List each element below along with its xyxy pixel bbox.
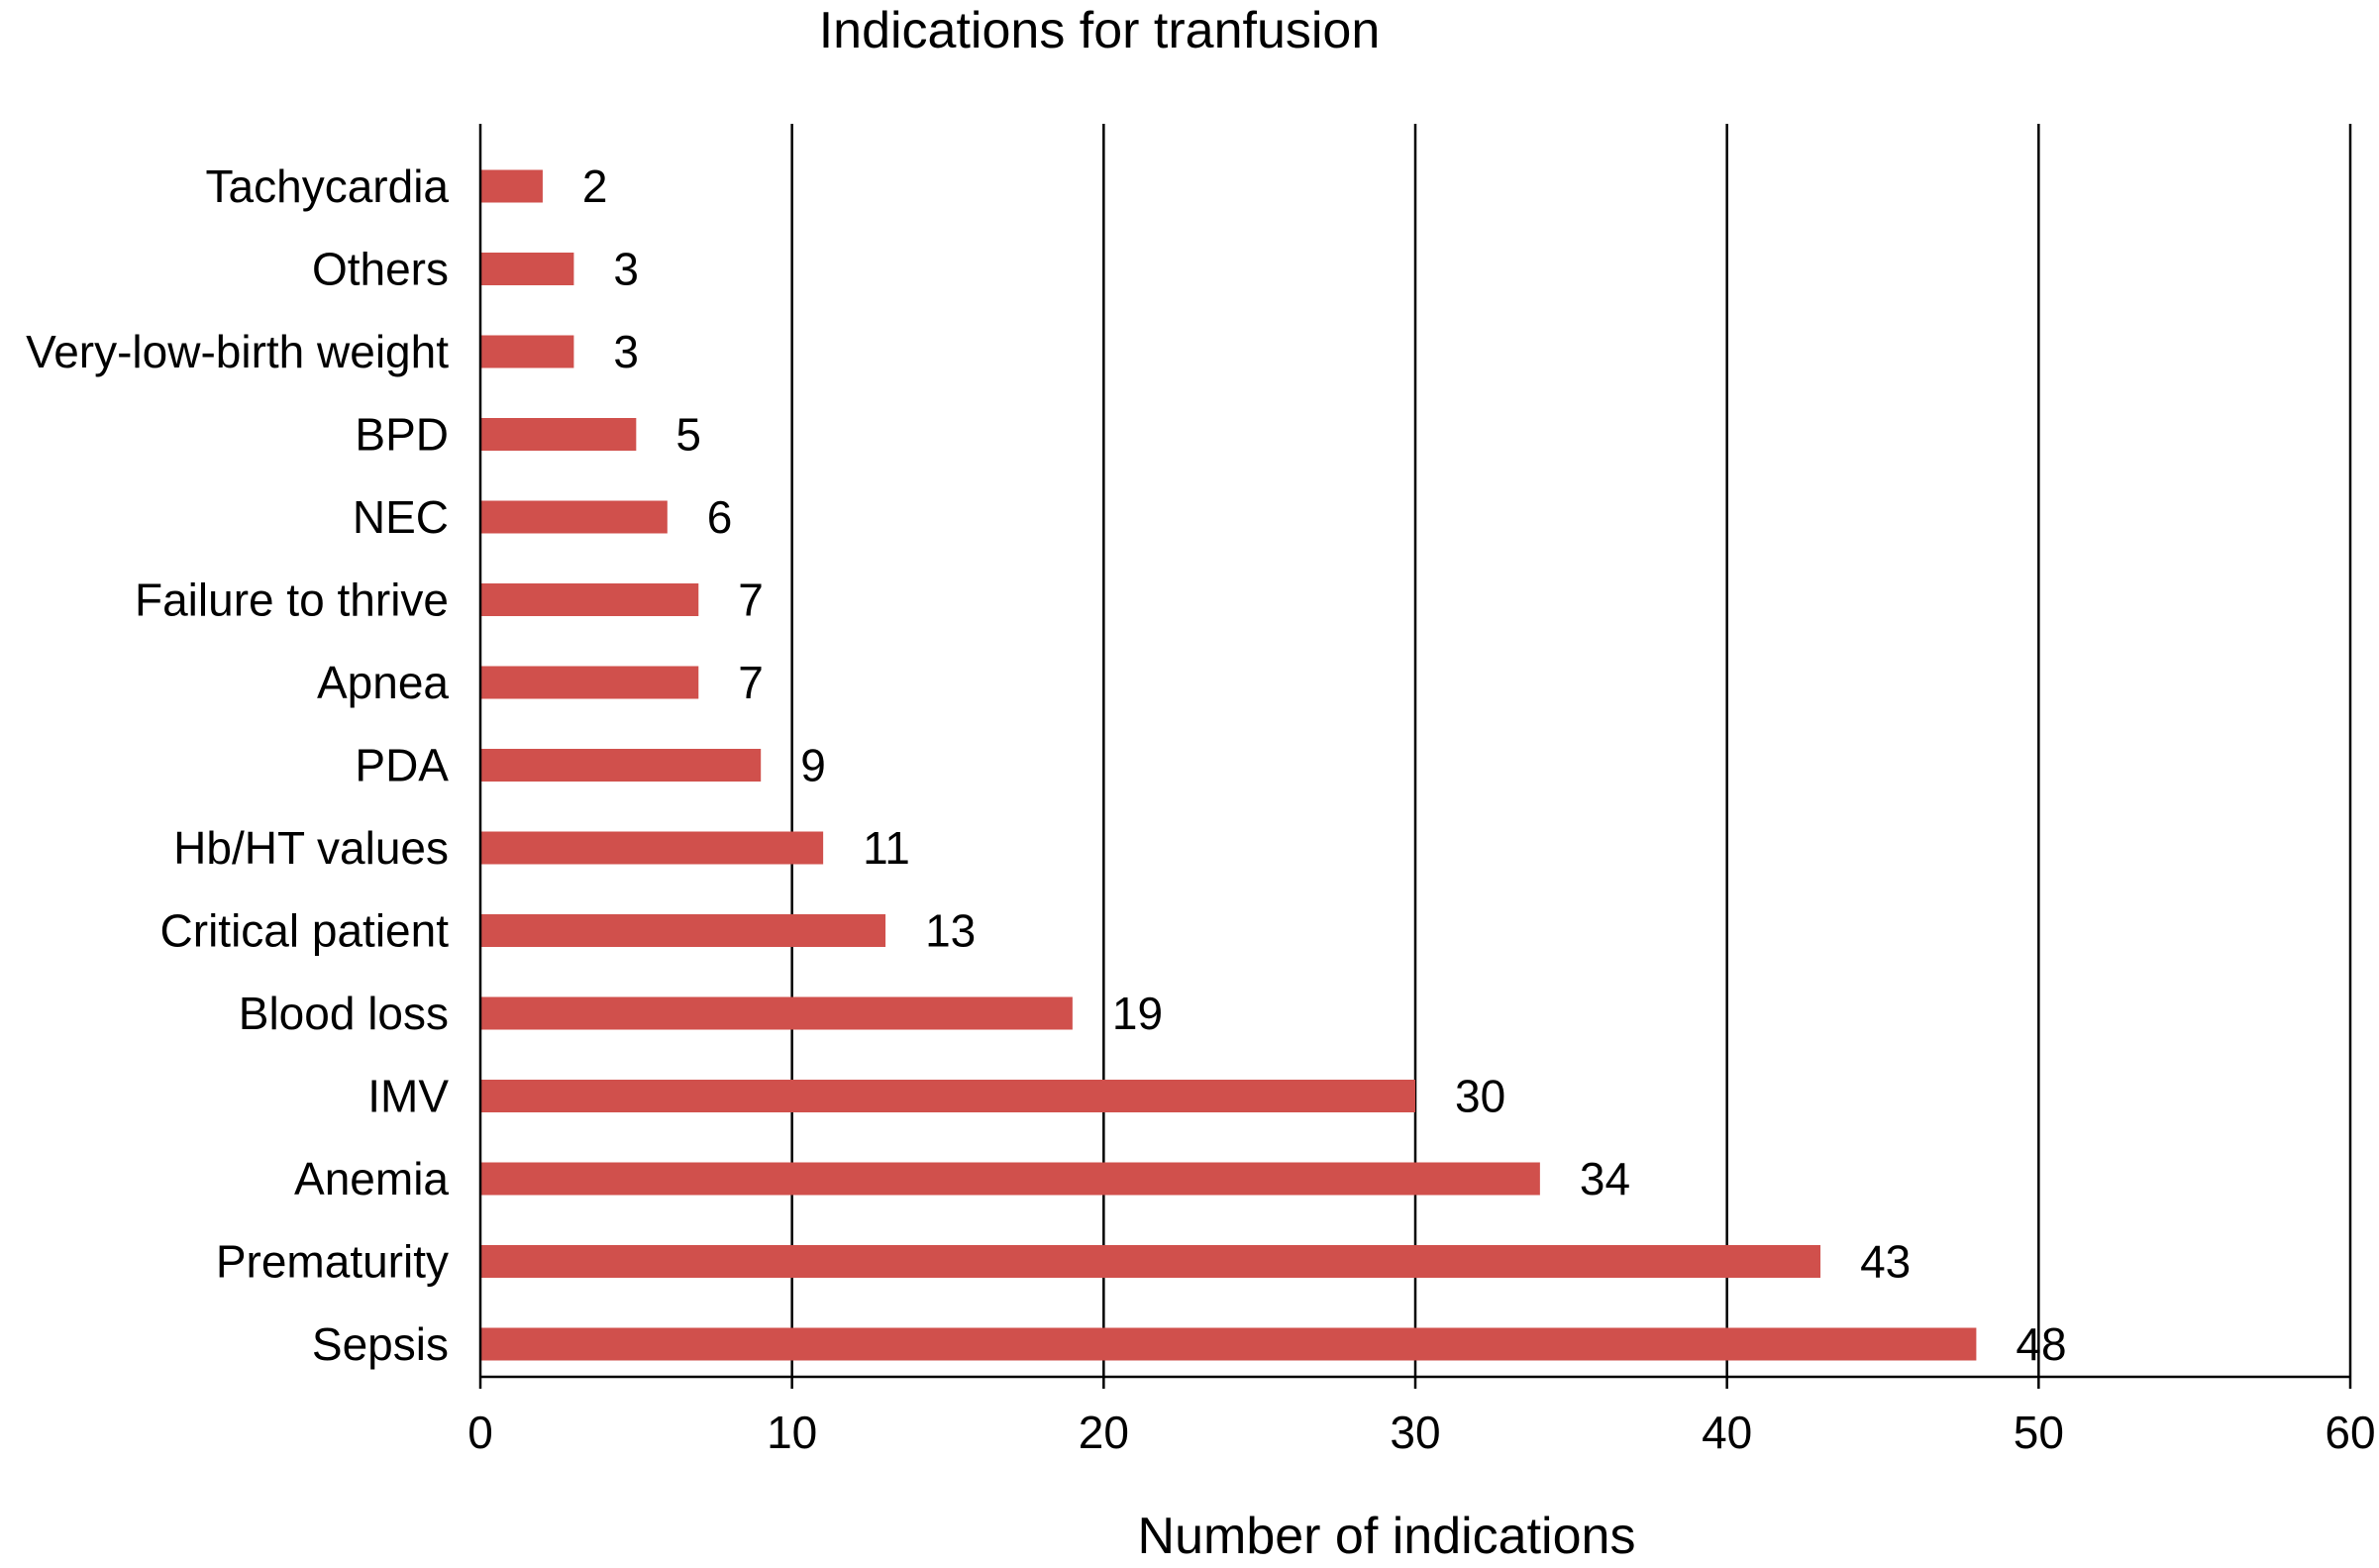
category-label: Tachycardia [206,160,450,212]
bar [480,1080,1415,1112]
category-label: Very-low-birth weight [26,326,449,377]
category-label: Anemia [294,1153,449,1204]
x-tick-label: 10 [767,1407,817,1458]
bar [480,418,637,451]
x-tick-label: 0 [467,1407,493,1458]
value-label: 6 [707,491,733,543]
value-label: 7 [738,575,764,626]
x-tick-label: 50 [2014,1407,2064,1458]
bar [480,583,699,616]
x-tick-label: 20 [1079,1407,1129,1458]
value-label: 2 [582,160,608,212]
category-label: Apnea [317,657,449,708]
category-label: Sepsis [312,1318,449,1370]
category-label: Critical patient [160,905,450,957]
value-label: 7 [738,657,764,708]
category-label: Blood loss [239,988,449,1039]
category-label: Failure to thrive [135,575,449,626]
category-label: Others [312,244,449,295]
category-label: Hb/HT values [173,822,449,874]
bar [480,253,574,285]
value-label: 3 [613,326,639,377]
bar [480,169,543,203]
bars [480,169,1977,1361]
value-label: 34 [1580,1153,1630,1204]
x-axis-title: Number of indications [1138,1508,1636,1565]
bar [480,749,762,782]
category-label: IMV [367,1071,449,1122]
value-label: 30 [1455,1071,1505,1122]
value-label: 9 [800,740,826,791]
value-label: 5 [675,409,701,461]
category-label: PDA [355,740,449,791]
value-label: 11 [863,822,910,874]
value-label: 48 [2016,1318,2066,1370]
x-tick-label: 60 [2325,1407,2375,1458]
value-label: 3 [613,244,639,295]
bar [480,335,574,368]
bar [480,500,668,534]
x-tick-label: 30 [1390,1407,1440,1458]
value-label: 43 [1860,1236,1911,1288]
bar [480,666,699,699]
bar [480,996,1073,1030]
chart-title: Indications for tranfusion [819,2,1381,59]
category-label: Prematurity [216,1236,449,1288]
bar [480,1327,1977,1361]
category-label: BPD [355,409,449,461]
x-tick-label: 40 [1702,1407,1752,1458]
bar [480,1245,1821,1278]
bar [480,1162,1540,1196]
labels: 0 10 20 30 40 50 60 Tachycardia 2 Others 3 Very-low… [26,160,2376,1458]
category-label: NEC [353,491,449,543]
bar [480,914,886,947]
axes [478,124,2352,1389]
value-label: 19 [1112,988,1163,1039]
value-label: 13 [925,905,976,957]
bar [480,831,824,865]
